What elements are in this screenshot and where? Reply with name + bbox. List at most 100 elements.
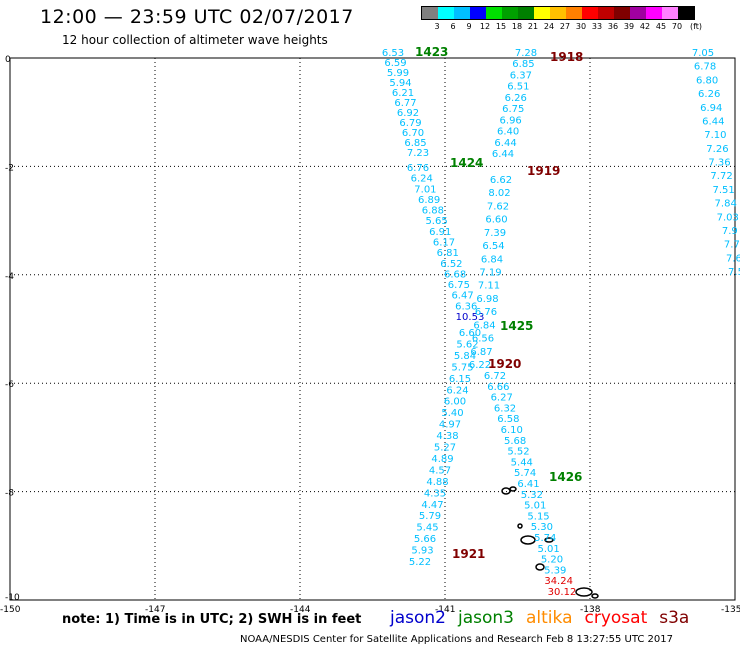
longitude-label: -141 (435, 605, 455, 615)
wave-height-legend: 3 6 9 12 15 18 21 24 27 30 33 36 39 42 45 70 (ft) (421, 6, 702, 32)
wave-height-value: 7.36 (708, 158, 730, 169)
wave-height-value: 6.84 (473, 320, 495, 331)
wave-height-value: 5.68 (504, 436, 526, 447)
wave-height-value: 6.76 (407, 163, 429, 174)
wave-height-value: 6.58 (497, 414, 519, 425)
legend-label: 33 (591, 22, 603, 31)
legend-label: 42 (639, 22, 651, 31)
legend-swatch (502, 7, 518, 19)
wave-height-value: 6.70 (402, 128, 424, 139)
legend-swatch (518, 7, 534, 19)
legend-unit: (ft) (689, 22, 703, 31)
wave-height-value: 6.81 (437, 248, 459, 259)
wave-height-value: 7.11 (478, 281, 500, 292)
wave-height-value: 5.79 (419, 511, 441, 522)
legend-label: 21 (527, 22, 539, 31)
satellite-key-item: cryosat (584, 608, 648, 628)
legend-swatch (582, 7, 598, 19)
wave-height-value: 5.45 (416, 523, 438, 534)
wave-height-value: 6.37 (510, 70, 532, 81)
wave-height-value: 6.98 (476, 294, 498, 305)
legend-label: 27 (559, 22, 571, 31)
legend-swatch (566, 7, 582, 19)
wave-height-value: 6.21 (392, 88, 414, 99)
wave-height-value: 6.68 (444, 269, 466, 280)
wave-height-value: 6.52 (440, 259, 462, 270)
pass-time-label: 1919 (527, 164, 560, 178)
island (535, 563, 545, 571)
legend-swatch (614, 7, 630, 19)
page-subtitle: 12 hour collection of altimeter wave hei… (62, 33, 328, 47)
wave-height-value: 7.62 (487, 201, 509, 212)
wave-height-value: 7.51 (712, 185, 734, 196)
wave-height-value: 4.88 (426, 477, 448, 488)
legend-swatch (630, 7, 646, 19)
satellite-track: 1921 (452, 547, 485, 561)
wave-height-value: 6.32 (494, 403, 516, 414)
legend-swatch (422, 7, 438, 19)
latitude-label: -10 (5, 593, 20, 603)
wave-height-value: 7.5 (728, 267, 740, 278)
pass-time-label: 1921 (452, 547, 485, 561)
wave-height-value: 30.12 (548, 587, 577, 598)
wave-height-value: 7.01 (414, 184, 436, 195)
legend-label: 30 (575, 22, 587, 31)
wave-height-value: 7.9 (722, 226, 738, 237)
wave-height-value: 7.6 (726, 253, 740, 264)
wave-height-value: 7.19 (479, 268, 501, 279)
wave-height-value: 5.94 (389, 78, 411, 89)
wave-height-value: 6.22 (469, 360, 491, 371)
wave-height-value: 6.80 (696, 75, 718, 86)
wave-height-value: 6.94 (700, 103, 722, 114)
satellite-key-item: jason2 (390, 608, 446, 628)
legend-swatch (454, 7, 470, 19)
wave-height-value: 5.52 (507, 447, 529, 458)
wave-height-value: 6.88 (422, 206, 444, 217)
wave-height-value: 7.23 (407, 148, 429, 159)
wave-height-value: 6.92 (397, 108, 419, 119)
wave-height-value: 6.87 (470, 347, 492, 358)
satellite-track: 1919 6.62 8.02 7.62 6.60 7.39 6.54 6.84 7.19 7.11… (469, 164, 561, 371)
legend-label: 18 (511, 22, 523, 31)
wave-height-value: 5.74 (514, 468, 536, 479)
wave-height-value: 6.36 (455, 301, 477, 312)
satellite-track: 1425 6.605.625.845.756.156.246.005.404.97… (409, 319, 534, 568)
wave-height-value: 5.22 (409, 557, 431, 568)
wave-height-value: 6.85 (512, 59, 534, 70)
satellite-tracks: 1423 6.536.595.995.946.216.776.926.796.70… (382, 45, 740, 598)
wave-height-value: 34.24 (544, 576, 573, 587)
wave-height-value: 6.60 (459, 328, 481, 339)
graticule (9, 57, 736, 601)
wave-height-value: 6.77 (394, 98, 416, 109)
wave-height-value: 6.24 (446, 385, 468, 396)
legend-swatches (421, 6, 695, 20)
pass-time-label: 1920 (488, 357, 521, 371)
wave-height-value: 6.00 (444, 397, 466, 408)
wave-height-value: 6.89 (418, 195, 440, 206)
wave-height-value: 7.28 (515, 48, 537, 59)
legend-label: 36 (607, 22, 619, 31)
wave-height-value: 5.84 (454, 351, 476, 362)
latitude-label: -8 (5, 489, 14, 499)
wave-height-value: 5.75 (451, 362, 473, 373)
credit-line: NOAA/NESDIS Center for Satellite Applica… (240, 634, 673, 645)
legend-label: 9 (466, 22, 472, 31)
wave-height-value: 7.7 (724, 240, 740, 251)
longitude-label: -144 (290, 605, 311, 615)
longitude-label: -138 (580, 605, 601, 615)
wave-height-value: 7.03 (717, 212, 739, 223)
legend-label: 3 (434, 22, 440, 31)
wave-height-value: 7.10 (704, 130, 726, 141)
legend-label: 15 (495, 22, 507, 31)
wave-height-value: 7.39 (484, 228, 506, 239)
legend-swatch (438, 7, 454, 19)
wave-height-value: 5.44 (511, 457, 533, 468)
satellite-track: 1423 6.536.595.995.946.216.776.926.796.70… (382, 45, 449, 159)
wave-height-value: 6.41 (517, 479, 539, 490)
satellite-key-item: jason3 (458, 608, 514, 628)
wave-height-value: 5.39 (544, 565, 566, 576)
satellite-key-item: s3a (659, 608, 690, 628)
wave-height-value: 4.38 (436, 431, 458, 442)
wave-height-value: 6.66 (487, 382, 509, 393)
legend-swatch (678, 7, 694, 19)
